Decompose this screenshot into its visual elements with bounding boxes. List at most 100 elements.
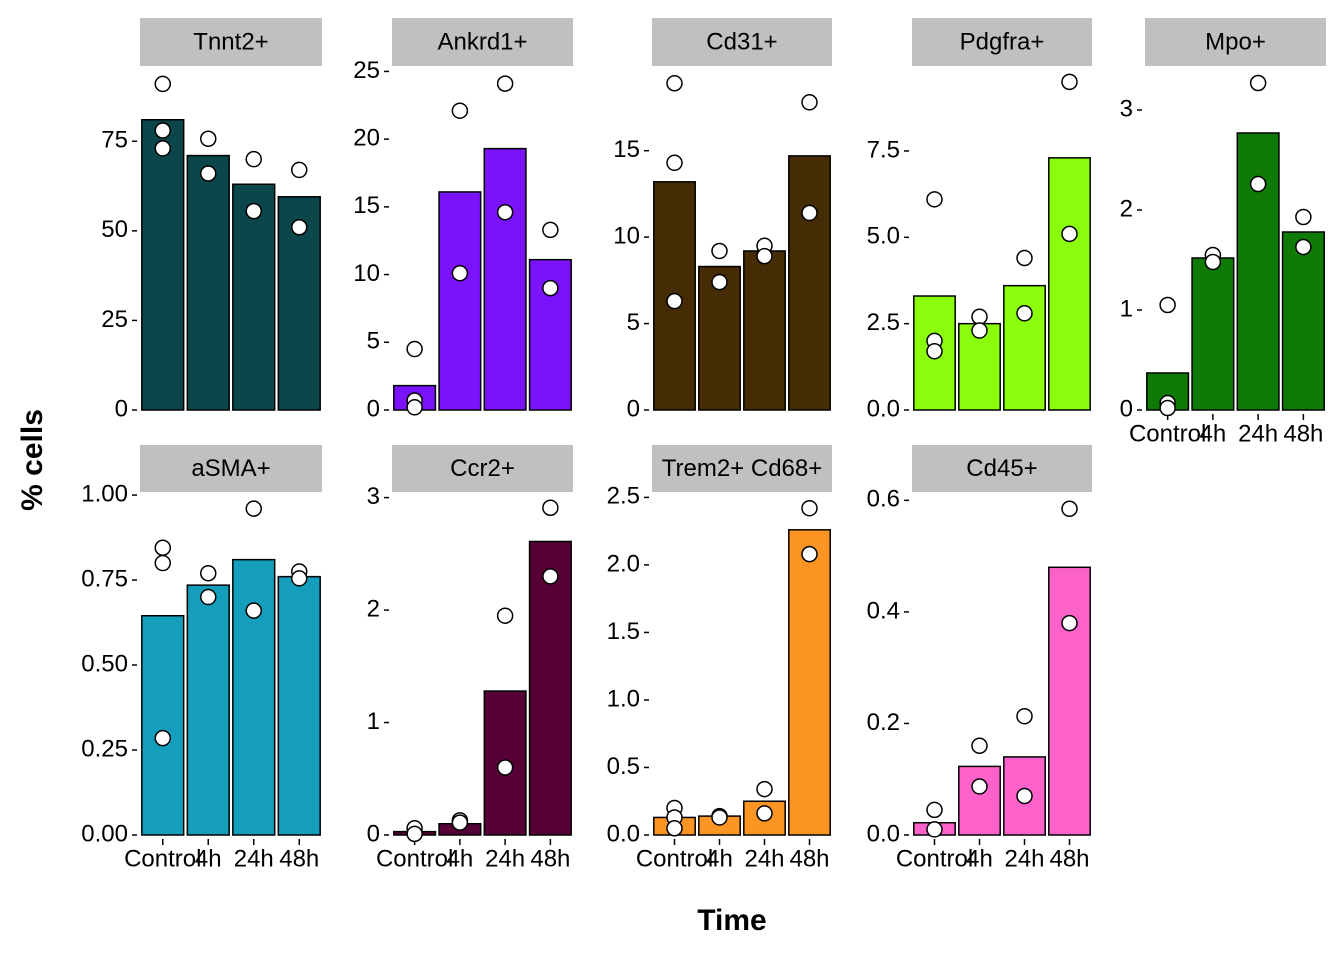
x-tick-label: 4h	[447, 845, 474, 872]
data-point	[406, 340, 423, 358]
y-tick-label: 2	[1120, 195, 1133, 222]
y-tick-label: 3	[1120, 95, 1133, 122]
y-tick-label: 2.0	[607, 550, 640, 577]
bar	[1281, 231, 1325, 411]
data-point	[542, 568, 559, 585]
bar	[743, 250, 786, 411]
data-point	[245, 500, 262, 517]
data-point	[711, 809, 728, 826]
x-tick-label: 24h	[1004, 845, 1044, 872]
y-tick-label: 0	[367, 395, 380, 422]
y-tick-label: 0.00	[81, 820, 128, 847]
data-point	[496, 75, 514, 92]
data-point	[291, 570, 308, 587]
facet-title: Pdgfra+	[960, 28, 1045, 55]
y-tick-label: 2	[367, 595, 380, 622]
facet-strip	[912, 445, 1092, 492]
facet-strip	[1145, 18, 1326, 66]
facet-title: Ccr2+	[450, 455, 515, 482]
data-point	[542, 279, 559, 297]
bar	[1003, 284, 1046, 411]
bar	[1236, 132, 1280, 411]
facet-strip	[652, 18, 832, 66]
data-point	[200, 165, 217, 182]
facet-strip	[392, 445, 573, 492]
y-tick-label: 1	[367, 708, 380, 735]
y-tick-label: 0	[1120, 395, 1133, 422]
data-point	[926, 821, 943, 838]
bar	[788, 155, 831, 411]
y-tick-label: 0	[627, 395, 640, 422]
data-point	[926, 191, 943, 208]
bar	[788, 529, 831, 836]
facet-title: Cd31+	[706, 28, 777, 55]
y-tick-label: 7.5	[867, 136, 900, 163]
data-point	[801, 204, 818, 222]
facet-strip	[140, 445, 322, 492]
y-tick-label: 15	[613, 136, 640, 163]
facet-title: Trem2+ Cd68+	[662, 455, 823, 482]
y-tick-label: 25	[101, 306, 128, 333]
data-point	[1061, 500, 1078, 517]
x-tick-label: 48h	[279, 845, 319, 872]
data-point	[1204, 253, 1222, 271]
x-tick-label: 24h	[744, 845, 784, 872]
y-tick-label: 1.0	[607, 685, 640, 712]
x-tick-label: Control	[124, 845, 201, 872]
y-tick-label: 0.2	[867, 709, 900, 736]
x-tick-label: 48h	[1283, 420, 1323, 447]
data-point	[291, 219, 308, 236]
x-tick-label: 48h	[530, 845, 570, 872]
y-tick-label: 1.5	[607, 618, 640, 645]
data-point	[496, 607, 514, 624]
data-point	[1295, 208, 1312, 226]
bar	[698, 265, 741, 411]
bar	[958, 765, 1001, 836]
data-point	[756, 780, 773, 798]
x-tick-label: Control	[896, 845, 973, 872]
bar	[528, 540, 572, 836]
facet-title: Ankrd1+	[437, 28, 527, 55]
data-point	[406, 399, 423, 416]
y-tick-label: 25	[353, 57, 380, 84]
facet-title: Mpo+	[1205, 28, 1266, 55]
y-tick-label: 0.0	[607, 820, 640, 847]
bar	[232, 558, 276, 836]
data-point	[756, 247, 773, 265]
facet-strip	[652, 445, 832, 492]
y-tick-label: 0.50	[81, 650, 128, 677]
y-tick-label: 1.00	[81, 480, 128, 507]
bar	[1191, 257, 1235, 411]
data-point	[1016, 249, 1033, 267]
facet-title: aSMA+	[191, 455, 270, 482]
data-point	[200, 564, 217, 582]
data-point	[1249, 175, 1267, 193]
y-tick-label: 0.6	[867, 486, 900, 513]
facet-title: Tnnt2+	[193, 28, 268, 55]
x-tick-label: 24h	[1238, 420, 1278, 447]
y-tick-label: 50	[101, 216, 128, 243]
data-point	[971, 308, 988, 325]
x-tick-label: 24h	[485, 845, 525, 872]
data-point	[154, 539, 171, 557]
y-tick-label: 5	[367, 328, 380, 355]
data-point	[666, 154, 683, 172]
bar	[232, 183, 276, 411]
data-point	[542, 499, 559, 516]
y-tick-label: 5.0	[867, 223, 900, 250]
y-tick-label: 0.0	[867, 395, 900, 422]
data-point	[711, 242, 728, 260]
data-point	[245, 150, 262, 168]
bar	[1048, 566, 1091, 836]
y-tick-label: 0.25	[81, 735, 128, 762]
y-tick-label: 75	[101, 127, 128, 154]
data-point	[451, 264, 469, 282]
data-point	[971, 322, 988, 339]
data-point	[1061, 614, 1078, 632]
data-point	[200, 588, 217, 606]
data-point	[291, 161, 308, 179]
data-point	[1016, 305, 1033, 322]
data-point	[154, 554, 171, 572]
facet-strip	[912, 18, 1092, 66]
bar	[277, 575, 321, 836]
